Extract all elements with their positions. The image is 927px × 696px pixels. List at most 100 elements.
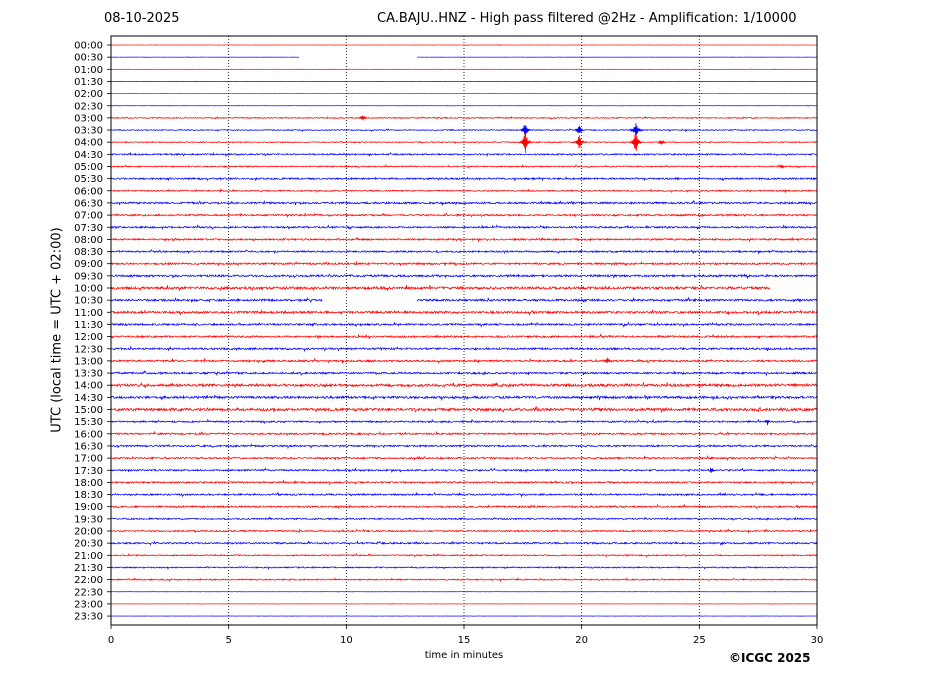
y-tick-label: 13:30 (74, 369, 103, 380)
y-tick-label: 01:00 (74, 65, 103, 76)
seismogram-traces (110, 44, 818, 617)
y-tick-label: 00:30 (74, 53, 103, 64)
trace-0300 (110, 115, 818, 121)
y-tick-label: 17:00 (74, 454, 103, 465)
y-tick-label: 19:00 (74, 502, 103, 513)
trace-0630 (110, 199, 818, 206)
y-tick-label: 17:30 (74, 466, 103, 477)
trace-0530 (110, 176, 818, 182)
y-tick-label: 04:30 (74, 150, 103, 161)
y-tick-label: 05:30 (74, 174, 103, 185)
y-tick-label: 08:30 (74, 247, 103, 258)
y-tick-label: 16:30 (74, 441, 103, 452)
trace-1000 (110, 284, 770, 292)
plot-title: CA.BAJU..HNZ - High pass filtered @2Hz -… (377, 11, 797, 26)
trace-0700 (110, 212, 818, 218)
y-tick-label: 03:00 (74, 113, 103, 124)
y-tick-label: 12:30 (74, 344, 103, 355)
y-tick-label: 18:00 (74, 478, 103, 489)
y-tick-label: 21:00 (74, 551, 103, 562)
trace-0930 (110, 273, 818, 280)
trace-1830 (110, 491, 818, 498)
y-tick-label: 22:30 (74, 587, 103, 598)
x-tick-label: 5 (225, 635, 231, 646)
trace-1130 (110, 321, 818, 328)
trace-1630 (110, 443, 818, 450)
y-tick-label: 02:30 (74, 101, 103, 112)
trace-0730 (110, 224, 818, 231)
trace-1600 (110, 430, 818, 437)
y-tick-label: 19:30 (74, 514, 103, 525)
trace-0800 (110, 236, 818, 243)
trace-1030 (110, 296, 818, 304)
trace-2030 (110, 540, 818, 546)
trace-2200 (110, 576, 818, 583)
y-tick-label: 09:30 (74, 271, 103, 282)
y-tick-label: 06:30 (74, 198, 103, 209)
y-tick-label: 20:00 (74, 527, 103, 538)
trace-1730 (110, 467, 818, 474)
trace-1200 (110, 333, 818, 340)
trace-1700 (110, 455, 818, 462)
y-tick-label: 05:00 (74, 162, 103, 173)
y-tick-label: 01:30 (74, 77, 103, 88)
x-axis-label: time in minutes (424, 650, 504, 661)
y-tick-label: 10:30 (74, 296, 103, 307)
y-tick-label: 18:30 (74, 490, 103, 501)
y-tick-label: 14:30 (74, 393, 103, 404)
y-tick-label: 22:00 (74, 575, 103, 586)
trace-1800 (110, 479, 818, 486)
x-tick-label: 20 (575, 635, 588, 646)
plot-date: 08-10-2025 (104, 11, 180, 26)
y-tick-label: 15:30 (74, 417, 103, 428)
y-tick-label: 23:30 (74, 612, 103, 623)
y-tick-label: 20:30 (74, 539, 103, 550)
trace-2130 (110, 565, 818, 571)
y-tick-label: 07:00 (74, 211, 103, 222)
vertical-gridlines (228, 36, 700, 625)
trace-2100 (110, 552, 818, 558)
trace-0830 (110, 248, 818, 255)
trace-0400 (110, 132, 818, 154)
y-tick-label: 11:30 (74, 320, 103, 331)
x-tick-label: 30 (811, 635, 824, 646)
copyright-notice: ©ICGC 2025 (729, 651, 811, 665)
trace-1430 (110, 394, 818, 402)
x-axis-ticks: 0 5 10 15 20 25 30 (108, 625, 824, 646)
trace-1300 (110, 357, 818, 365)
trace-1400 (110, 382, 818, 388)
y-tick-label: 06:00 (74, 186, 103, 197)
trace-1530 (110, 418, 818, 426)
y-tick-label: 23:00 (74, 599, 103, 610)
y-tick-label: 10:00 (74, 284, 103, 295)
y-tick-label: 12:00 (74, 332, 103, 343)
y-tick-label: 13:00 (74, 356, 103, 367)
x-tick-label: 10 (340, 635, 353, 646)
y-tick-label: 08:00 (74, 235, 103, 246)
trace-0900 (110, 260, 818, 267)
y-tick-label: 16:00 (74, 429, 103, 440)
y-tick-label: 04:00 (74, 138, 103, 149)
trace-1930 (110, 516, 818, 521)
trace-1100 (110, 309, 818, 317)
x-tick-label: 15 (458, 635, 471, 646)
trace-2000 (110, 528, 818, 534)
x-tick-label: 25 (693, 635, 706, 646)
trace-1900 (110, 503, 818, 510)
x-tick-label: 0 (108, 635, 114, 646)
y-axis-label: UTC (local time = UTC + 02:00) (49, 227, 65, 433)
y-tick-label: 07:30 (74, 223, 103, 234)
y-tick-label: 15:00 (74, 405, 103, 416)
trace-1230 (110, 345, 818, 353)
trace-0600 (110, 188, 818, 194)
y-tick-label: 11:00 (74, 308, 103, 319)
y-tick-label: 02:00 (74, 89, 103, 100)
trace-0500 (110, 164, 818, 169)
y-tick-label: 14:00 (74, 381, 103, 392)
y-tick-label: 09:00 (74, 259, 103, 270)
y-tick-label: 21:30 (74, 563, 103, 574)
y-tick-label: 00:00 (74, 41, 103, 52)
trace-1500 (110, 406, 818, 413)
